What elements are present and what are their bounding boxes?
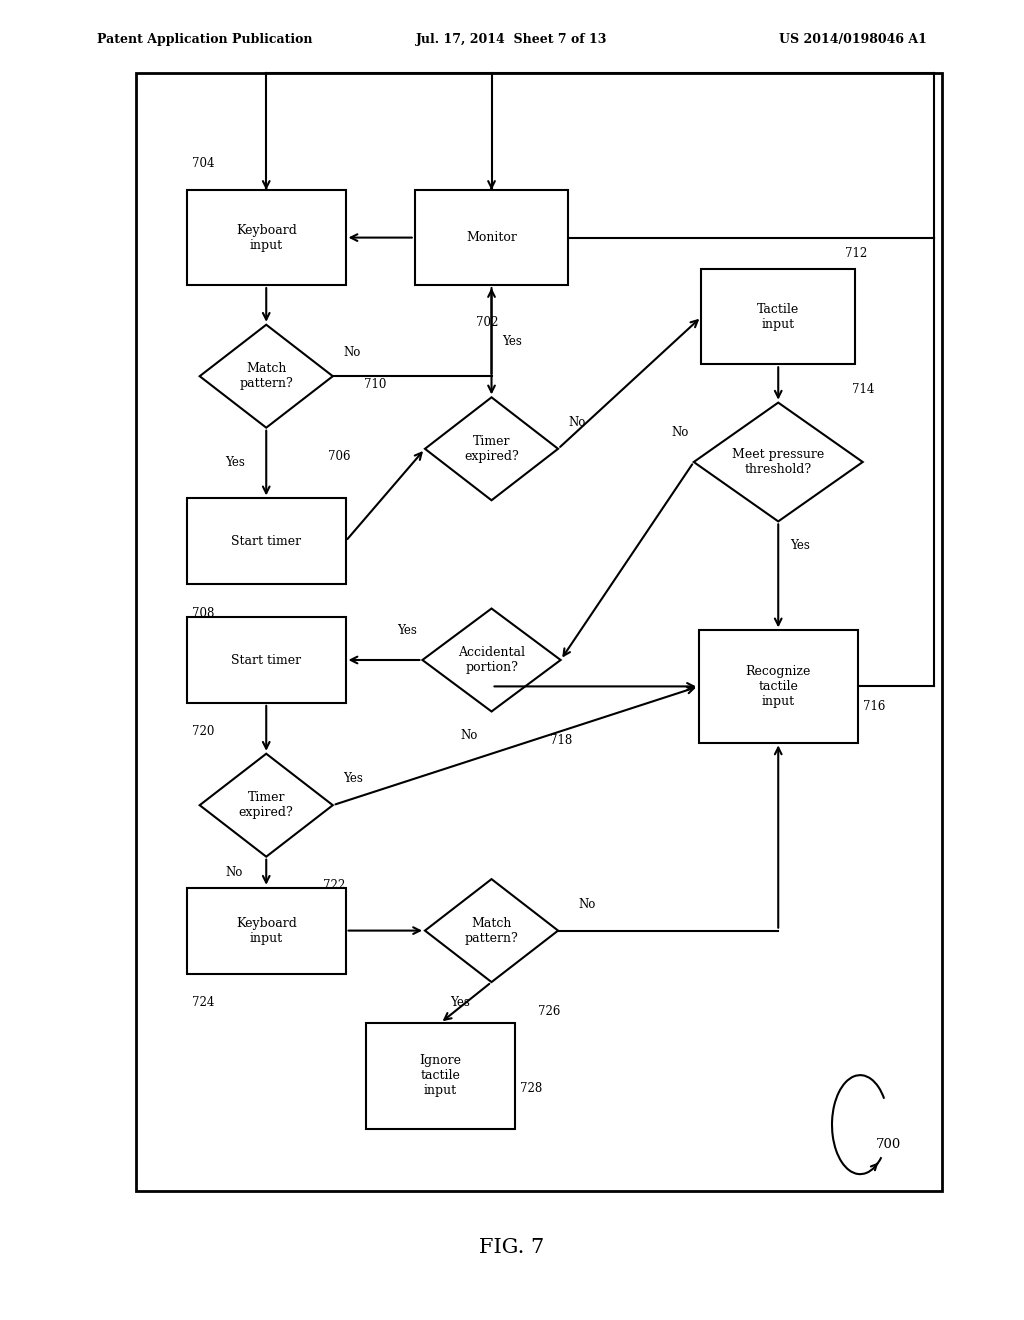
Text: Start timer: Start timer bbox=[231, 653, 301, 667]
Text: 704: 704 bbox=[193, 157, 214, 170]
Text: Meet pressure
threshold?: Meet pressure threshold? bbox=[732, 447, 824, 477]
Polygon shape bbox=[422, 609, 561, 711]
Text: 712: 712 bbox=[845, 247, 867, 260]
Text: Yes: Yes bbox=[451, 997, 470, 1008]
Polygon shape bbox=[694, 403, 862, 521]
FancyBboxPatch shape bbox=[367, 1023, 514, 1129]
Text: No: No bbox=[672, 426, 688, 440]
Polygon shape bbox=[425, 879, 558, 982]
Text: 718: 718 bbox=[551, 734, 572, 747]
Text: Accidental
portion?: Accidental portion? bbox=[458, 645, 525, 675]
Text: 706: 706 bbox=[328, 450, 350, 463]
Text: Yes: Yes bbox=[343, 772, 362, 785]
Text: Keyboard
input: Keyboard input bbox=[236, 223, 297, 252]
Text: No: No bbox=[461, 729, 478, 742]
Polygon shape bbox=[425, 397, 558, 500]
Text: 728: 728 bbox=[519, 1082, 542, 1096]
FancyBboxPatch shape bbox=[186, 190, 346, 285]
Polygon shape bbox=[200, 754, 333, 857]
Text: Patent Application Publication: Patent Application Publication bbox=[97, 33, 312, 46]
Text: No: No bbox=[343, 346, 360, 359]
Text: Tactile
input: Tactile input bbox=[757, 302, 800, 331]
Text: Yes: Yes bbox=[791, 539, 810, 552]
Text: 702: 702 bbox=[476, 315, 499, 329]
Polygon shape bbox=[200, 325, 333, 428]
Text: 700: 700 bbox=[876, 1138, 901, 1151]
Text: 722: 722 bbox=[323, 879, 345, 892]
Text: 708: 708 bbox=[193, 607, 214, 619]
Text: Start timer: Start timer bbox=[231, 535, 301, 548]
Text: Timer
expired?: Timer expired? bbox=[464, 434, 519, 463]
Text: US 2014/0198046 A1: US 2014/0198046 A1 bbox=[779, 33, 927, 46]
FancyBboxPatch shape bbox=[415, 190, 568, 285]
FancyBboxPatch shape bbox=[701, 269, 855, 364]
FancyBboxPatch shape bbox=[186, 498, 346, 583]
Text: Yes: Yes bbox=[225, 457, 245, 470]
Text: 726: 726 bbox=[538, 1005, 560, 1018]
Text: Keyboard
input: Keyboard input bbox=[236, 916, 297, 945]
FancyBboxPatch shape bbox=[698, 631, 858, 742]
Text: Ignore
tactile
input: Ignore tactile input bbox=[419, 1055, 462, 1097]
Text: Timer
expired?: Timer expired? bbox=[239, 791, 294, 820]
FancyBboxPatch shape bbox=[186, 888, 346, 974]
Text: No: No bbox=[579, 898, 596, 911]
Text: 710: 710 bbox=[364, 378, 386, 391]
FancyBboxPatch shape bbox=[186, 618, 346, 702]
Text: Yes: Yes bbox=[502, 335, 521, 347]
Text: No: No bbox=[568, 416, 586, 429]
Text: 724: 724 bbox=[193, 997, 214, 1008]
Text: 716: 716 bbox=[862, 700, 885, 713]
Text: Recognize
tactile
input: Recognize tactile input bbox=[745, 665, 811, 708]
Text: FIG. 7: FIG. 7 bbox=[479, 1238, 545, 1257]
Text: Monitor: Monitor bbox=[466, 231, 517, 244]
Text: Match
pattern?: Match pattern? bbox=[465, 916, 518, 945]
Text: Yes: Yes bbox=[397, 624, 418, 638]
Text: 714: 714 bbox=[852, 383, 874, 396]
Text: Jul. 17, 2014  Sheet 7 of 13: Jul. 17, 2014 Sheet 7 of 13 bbox=[417, 33, 607, 46]
Text: Match
pattern?: Match pattern? bbox=[240, 362, 293, 391]
Text: 720: 720 bbox=[193, 726, 214, 738]
Text: No: No bbox=[225, 866, 243, 879]
